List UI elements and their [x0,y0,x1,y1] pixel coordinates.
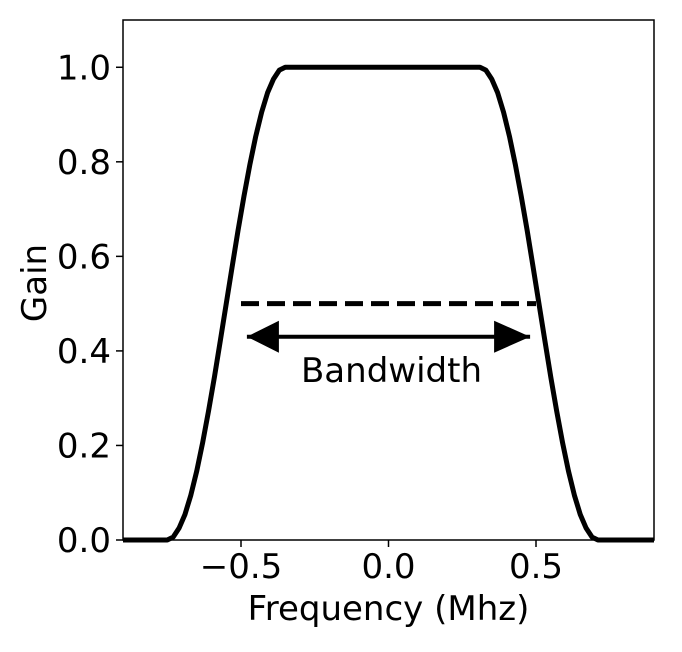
bandwidth-label: Bandwidth [301,351,482,391]
y-tick-label: 0.8 [57,143,111,183]
plot-layer [123,64,654,543]
x-tick-label: −0.5 [200,547,283,587]
y-tick-label: 0.2 [57,426,111,466]
gain-response-curve [123,64,654,543]
x-tick-label: 0.5 [509,547,563,587]
y-tick-label: 0.6 [57,237,111,277]
y-tick-label: 0.4 [57,332,111,372]
y-axis-label: Gain [15,244,55,322]
plot-frame [122,19,655,541]
x-axis-label: Frequency (Mhz) [248,589,530,629]
ticks-layer: −0.5 0.0 0.5 0.0 0.2 0.4 0.6 0.8 1.0 [57,48,563,587]
y-tick-label: 1.0 [57,48,111,88]
y-tick-label: 0.0 [57,521,111,561]
x-tick-label: 0.0 [361,547,415,587]
